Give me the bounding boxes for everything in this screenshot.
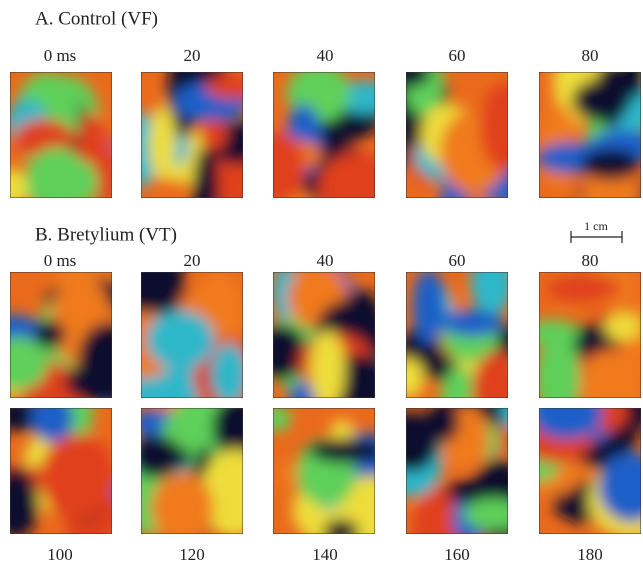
time-label: 20 — [184, 46, 201, 65]
map-panel — [10, 408, 112, 534]
time-label: 80 — [582, 251, 599, 270]
section-title: B. Bretylium (VT) — [35, 224, 177, 245]
map-panel — [406, 72, 508, 198]
time-label: 40 — [317, 46, 334, 65]
time-label: 40 — [317, 251, 334, 270]
map-panel — [141, 272, 243, 398]
time-label: 0 ms — [44, 251, 77, 270]
map-panel — [10, 72, 112, 198]
map-panel — [273, 72, 375, 198]
map-panel — [273, 272, 375, 398]
map-panel — [141, 408, 243, 534]
section-title: A. Control (VF) — [35, 8, 158, 29]
time-label: 60 — [449, 251, 466, 270]
map-panel — [539, 408, 641, 534]
map-panel — [406, 408, 508, 534]
time-label: 20 — [184, 251, 201, 270]
map-panel — [539, 72, 641, 198]
map-panel — [539, 272, 641, 398]
map-panel — [141, 72, 243, 198]
time-label: 0 ms — [44, 46, 77, 65]
time-label: 80 — [582, 46, 599, 65]
time-label: 180 — [577, 545, 603, 564]
time-label: 60 — [449, 46, 466, 65]
time-label: 140 — [312, 545, 338, 564]
map-panel — [10, 272, 112, 398]
time-label: 100 — [47, 545, 73, 564]
map-panel — [273, 408, 375, 534]
time-label: 160 — [444, 545, 470, 564]
scale-label: 1 cm — [584, 219, 608, 233]
scale-bar: 1 cm — [570, 219, 623, 243]
time-label: 120 — [179, 545, 205, 564]
map-panel — [406, 272, 508, 398]
